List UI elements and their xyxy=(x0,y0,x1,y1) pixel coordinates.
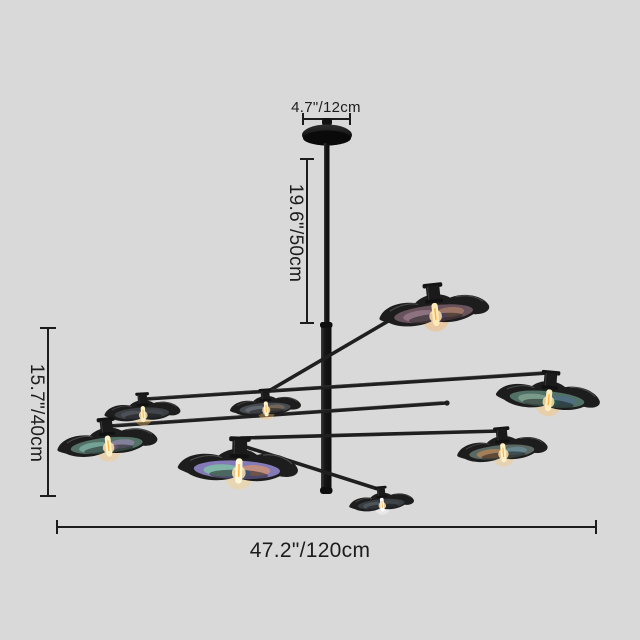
canopy-stem xyxy=(322,118,332,126)
arm-middle-long xyxy=(144,371,550,401)
shade-bottom-small xyxy=(348,483,415,517)
dim-rod-drop: 19.6"/50cm xyxy=(285,158,314,324)
dim-canopy-width-label: 4.7"/12cm xyxy=(291,99,361,116)
arm-highlight xyxy=(149,371,545,398)
chandelier-illustration xyxy=(55,118,603,518)
arm-lower-long xyxy=(108,401,448,428)
dim-fixture-height: 15.7"/40cm xyxy=(26,327,56,497)
column-top-collar xyxy=(320,322,333,328)
dim-rod-drop-label: 19.6"/50cm xyxy=(285,184,306,282)
arm-end-cap xyxy=(444,400,450,406)
center-column xyxy=(321,324,332,490)
arm-bottom-long xyxy=(239,429,502,440)
canopy-underside xyxy=(303,130,351,146)
hanging-rod xyxy=(324,143,330,326)
dim-fixture-width-label: 47.2"/120cm xyxy=(250,539,371,562)
shade-top-right xyxy=(376,277,491,337)
shade-bottom-center xyxy=(177,434,299,491)
column-end-cap xyxy=(320,487,333,494)
dim-fixture-height-label: 15.7"/40cm xyxy=(26,364,47,462)
dim-fixture-width: 47.2"/120cm xyxy=(56,520,597,562)
